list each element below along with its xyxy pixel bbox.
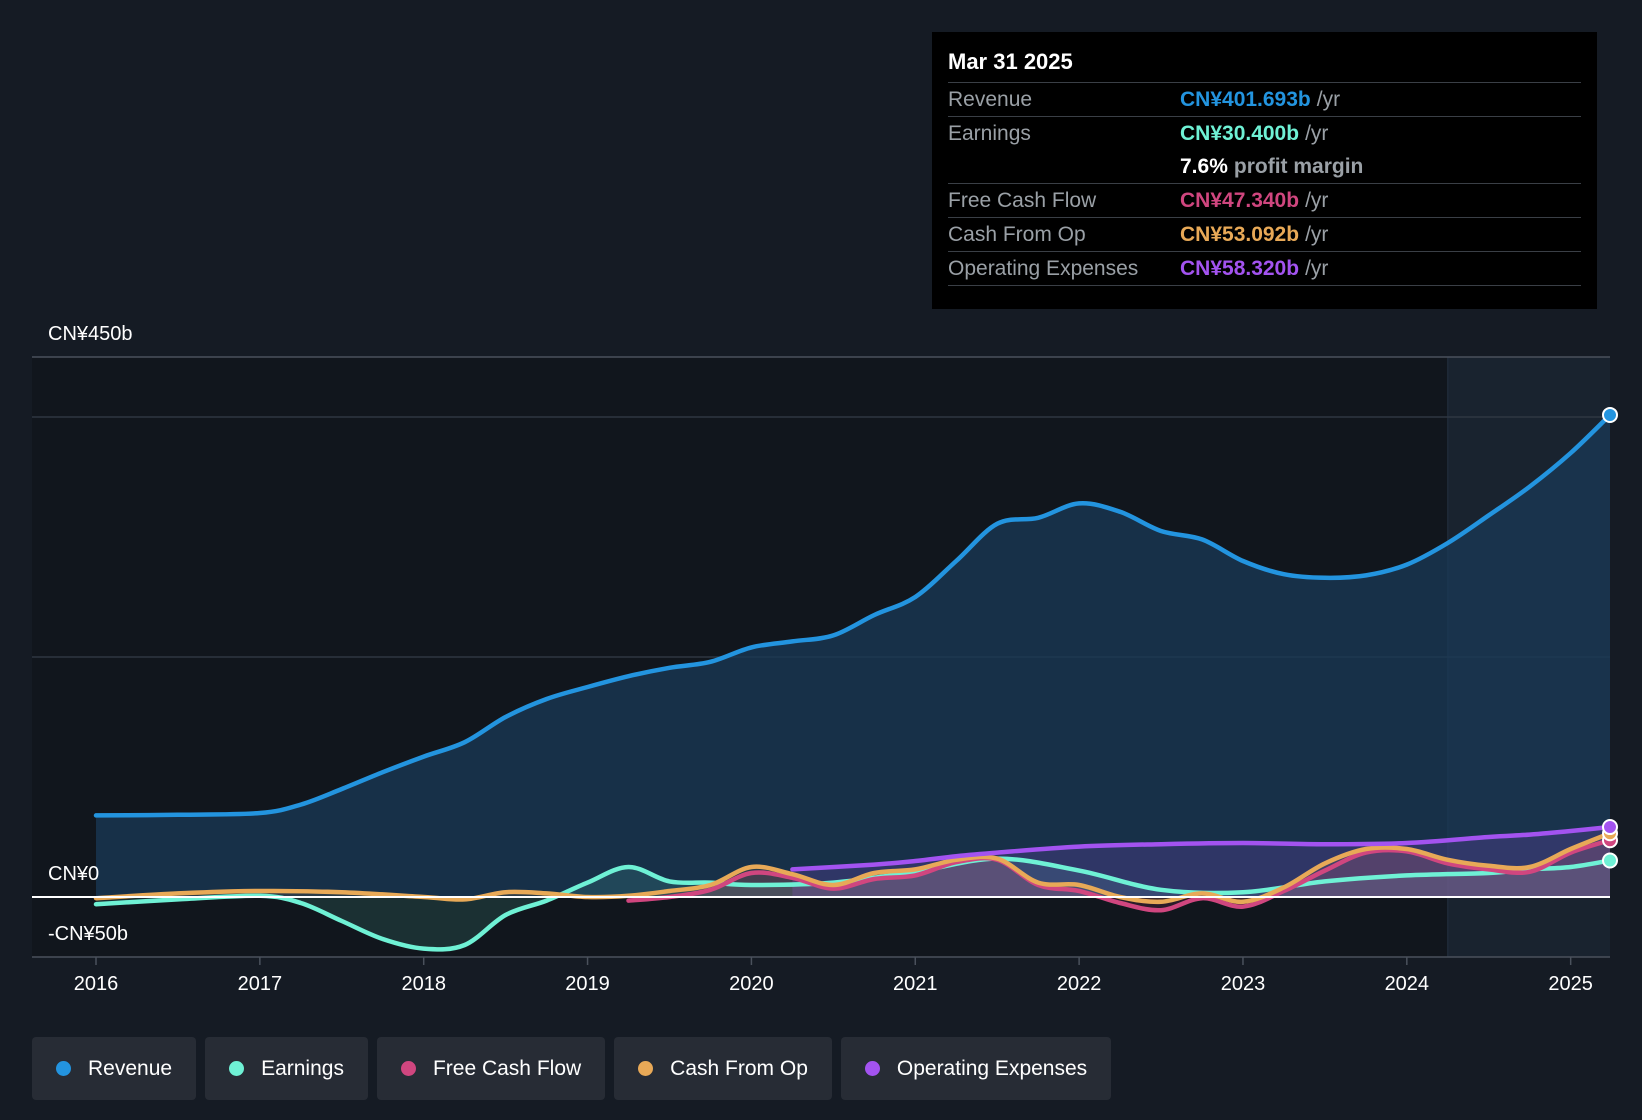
tooltip-value: CN¥58.320b bbox=[1180, 256, 1300, 280]
tooltip-label: Revenue bbox=[948, 87, 1033, 111]
earnings-line bbox=[93, 856, 1613, 952]
tooltip-label: Earnings bbox=[948, 121, 1031, 145]
series-lines bbox=[32, 412, 1613, 952]
tooltip-unit: /yr bbox=[1305, 256, 1329, 280]
tooltip-unit: /yr bbox=[1316, 87, 1341, 111]
x-tick-label: 2018 bbox=[401, 973, 446, 995]
legend-label: Earnings bbox=[261, 1056, 344, 1080]
y-tick-label: -CN¥50b bbox=[48, 923, 128, 945]
x-tick-label: 2024 bbox=[1385, 973, 1430, 995]
legend-label: Operating Expenses bbox=[896, 1056, 1088, 1080]
tooltip-row-revenue: Revenue CN¥401.693b /yr bbox=[948, 82, 1581, 116]
revenue-area bbox=[96, 415, 1610, 897]
free-cash-flow-area bbox=[628, 840, 1610, 911]
tooltip-value: CN¥401.693b bbox=[1180, 87, 1311, 111]
x-tick-label: 2021 bbox=[893, 973, 938, 995]
legend-label: Revenue bbox=[88, 1056, 173, 1080]
profit-margin-text: profit margin bbox=[1233, 154, 1364, 178]
tooltip-date: Mar 31 2025 bbox=[948, 49, 1073, 74]
x-tick-label: 2020 bbox=[729, 973, 774, 995]
tooltip-row-free-cash-flow: Free Cash Flow CN¥47.340b /yr bbox=[948, 183, 1581, 217]
legend-dot-icon bbox=[864, 1061, 880, 1076]
legend-dot-icon bbox=[400, 1061, 416, 1076]
x-tick-label: 2023 bbox=[1221, 973, 1266, 995]
tooltip-unit: /yr bbox=[1305, 121, 1329, 145]
legend-item-operating-expenses[interactable]: Operating Expenses bbox=[840, 1037, 1112, 1100]
legend-item-free-cash-flow[interactable]: Free Cash Flow bbox=[376, 1037, 606, 1100]
revenue-line bbox=[93, 412, 1613, 818]
y-axis-labels: CN¥450b CN¥0 -CN¥50b bbox=[48, 323, 133, 945]
legend-item-cash-from-op[interactable]: Cash From Op bbox=[614, 1037, 832, 1100]
tooltip-row-earnings: Earnings CN¥30.400b /yr bbox=[948, 116, 1581, 150]
y-tick-label: CN¥0 bbox=[48, 863, 99, 885]
cash-from-op-line bbox=[93, 831, 1613, 905]
earnings-endpoint bbox=[1602, 852, 1618, 869]
tooltip: Mar 31 2025 Revenue CN¥401.693b /yr Earn… bbox=[932, 32, 1597, 309]
profit-margin-value: 7.6% bbox=[1180, 154, 1228, 178]
tooltip-label: Free Cash Flow bbox=[948, 188, 1097, 212]
legend-label: Cash From Op bbox=[670, 1056, 808, 1080]
series-endpoints bbox=[1602, 406, 1618, 869]
legend-item-earnings[interactable]: Earnings bbox=[205, 1037, 368, 1100]
earnings-area bbox=[96, 858, 1610, 950]
tooltip-unit: /yr bbox=[1305, 222, 1329, 246]
legend-label: Free Cash Flow bbox=[432, 1056, 582, 1080]
x-tick-label: 2025 bbox=[1548, 973, 1593, 995]
operating-expenses-endpoint bbox=[1602, 819, 1618, 836]
operating-expenses-line bbox=[790, 824, 1613, 872]
x-tick-label: 2019 bbox=[565, 973, 610, 995]
legend-dot-icon bbox=[56, 1061, 71, 1076]
legend-dot-icon bbox=[638, 1061, 654, 1076]
y-tick-label: CN¥450b bbox=[48, 323, 133, 345]
legend-item-revenue[interactable]: Revenue bbox=[32, 1037, 197, 1100]
x-tick-label: 2022 bbox=[1057, 973, 1102, 995]
tooltip-label: Operating Expenses bbox=[948, 256, 1139, 280]
tooltip-unit: /yr bbox=[1305, 188, 1329, 212]
x-tick-label: 2016 bbox=[74, 973, 119, 995]
x-axis-ticks: 2016 2017 2018 2019 2020 2021 2022 2023 2024 2025 bbox=[74, 957, 1593, 995]
legend: Revenue Earnings Free Cash Flow Cash Fro… bbox=[32, 1037, 1112, 1100]
legend-dot-icon bbox=[229, 1061, 245, 1076]
tooltip-row-cash-from-op: Cash From Op CN¥53.092b /yr bbox=[948, 217, 1581, 251]
revenue-endpoint bbox=[1602, 406, 1618, 423]
tooltip-row-operating-expenses: Operating Expenses CN¥58.320b /yr bbox=[948, 251, 1581, 286]
tooltip-label: Cash From Op bbox=[948, 222, 1086, 246]
tooltip-value: CN¥47.340b bbox=[1180, 188, 1300, 212]
free-cash-flow-line bbox=[626, 837, 1613, 913]
tooltip-value: CN¥53.092b bbox=[1180, 222, 1300, 246]
x-tick-label: 2017 bbox=[238, 973, 283, 995]
tooltip-row-profit-margin: 7.6% profit margin bbox=[948, 150, 1581, 183]
tooltip-value: CN¥30.400b bbox=[1180, 121, 1300, 145]
